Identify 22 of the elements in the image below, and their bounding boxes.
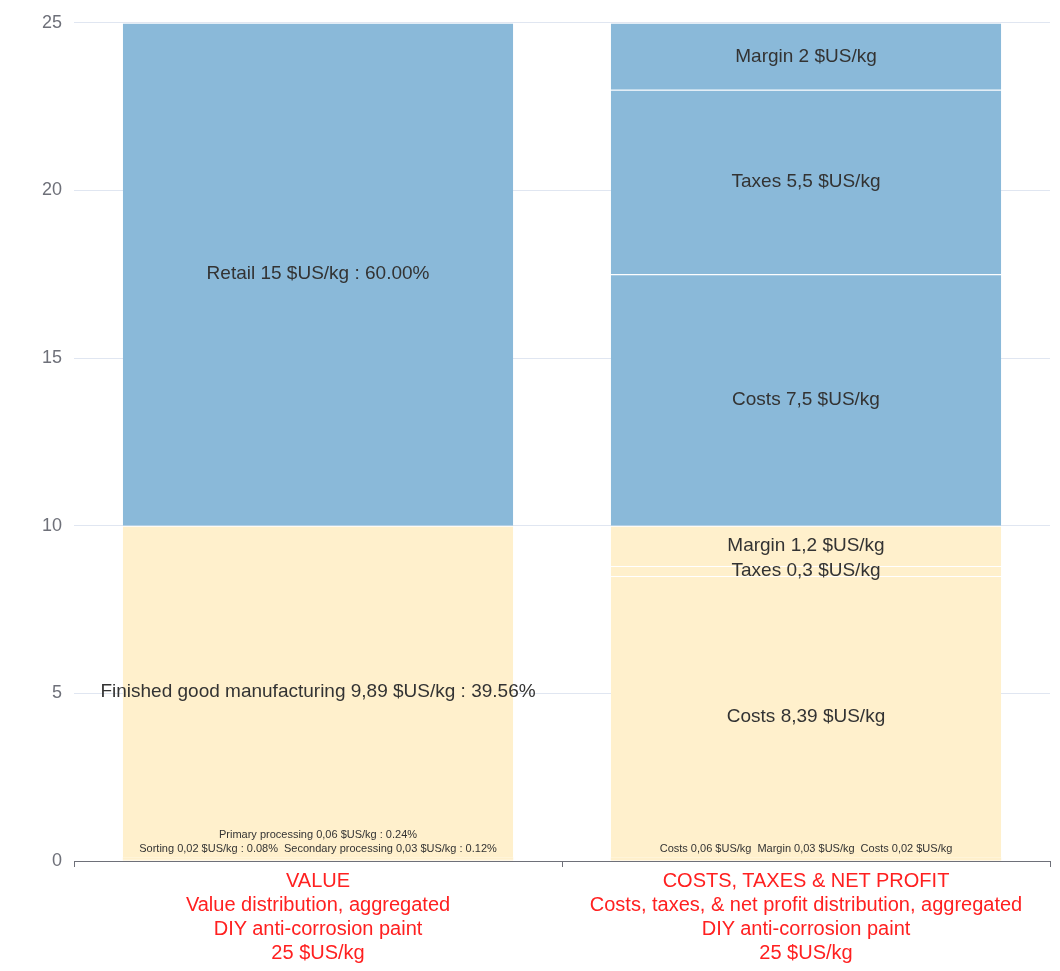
data-label: Margin 2 $US/kg [735, 44, 877, 66]
y-tick-label: 15 [41, 347, 63, 368]
data-label: Secondary processing 0,03 $US/kg : 0.12% [284, 841, 498, 854]
data-label: Finished good manufacturing 9,89 $US/kg : 39.56% [100, 679, 536, 701]
data-label: Costs 8,39 $US/kg [726, 704, 886, 726]
x-tick-label: VALUE Value distribution, aggregated DIY anti-corrosion paint 25 $US/kg [185, 868, 451, 963]
data-label: Retail 15 $US/kg : 60.00% [206, 262, 430, 284]
y-tick-label: 10 [41, 514, 63, 535]
x-tick-label: COSTS, TAXES & NET PROFIT Costs, taxes, & net profit distribution, aggregated DIY anti-corrosion paint 25 $US/kg [589, 868, 1023, 963]
data-label: Margin 0,03 $US/kg [757, 841, 855, 854]
data-label: Taxes 5,5 $US/kg [731, 170, 881, 192]
y-tick-label: 25 [41, 11, 63, 32]
y-tick-label: 5 [52, 682, 63, 703]
data-label: Taxes 0,3 $US/kg [731, 559, 881, 581]
data-label: Primary processing 0,06 $US/kg : 0.24% [218, 827, 418, 840]
data-label: Costs 0,02 $US/kg [860, 841, 953, 854]
data-label: Margin 1,2 $US/kg [727, 534, 885, 556]
data-label: Costs 0,06 $US/kg [659, 841, 752, 854]
data-label: Costs 7,5 $US/kg [732, 388, 880, 410]
data-label: Sorting 0,02 $US/kg : 0.08% [139, 841, 279, 854]
y-tick-label: 0 [52, 849, 63, 870]
y-tick-label: 20 [41, 179, 63, 200]
